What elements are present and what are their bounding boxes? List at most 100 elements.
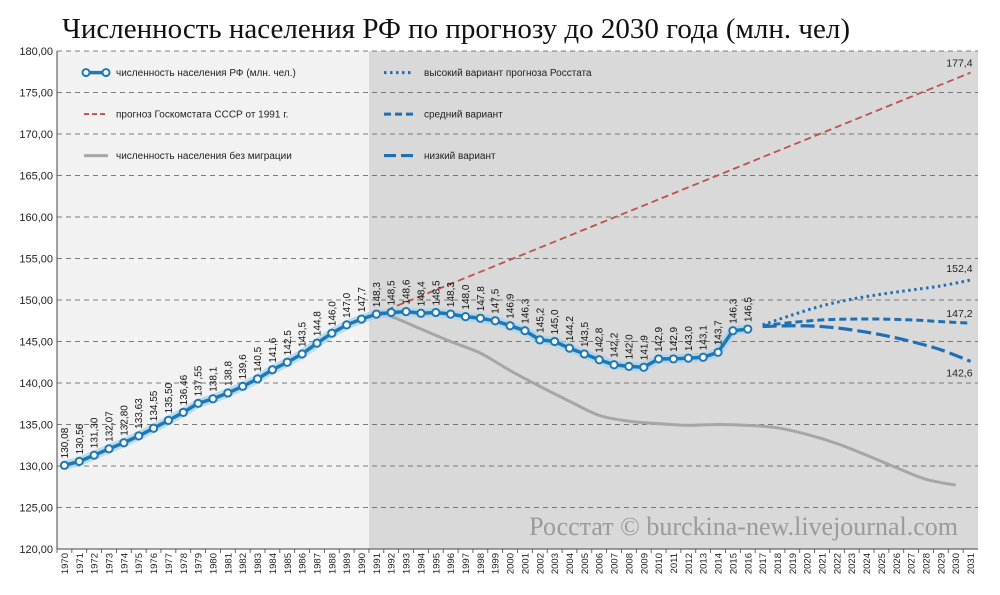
x-tick-label: 1997 xyxy=(461,553,472,574)
data-label: 134,55 xyxy=(149,390,160,421)
data-label: 140,5 xyxy=(253,346,264,371)
x-tick-label: 2028 xyxy=(922,553,933,574)
main-series-point xyxy=(342,320,352,330)
main-series-point xyxy=(654,354,664,364)
data-label: 138,1 xyxy=(208,366,219,391)
main-series-point xyxy=(208,394,218,404)
x-tick-label: 2001 xyxy=(520,553,531,574)
high-variant-line xyxy=(762,278,971,327)
x-tick-label: 1975 xyxy=(134,553,145,574)
data-label: 142,8 xyxy=(595,327,606,352)
x-tick-label: 2009 xyxy=(639,553,650,574)
gridlines xyxy=(57,50,978,550)
x-tick-label: 1976 xyxy=(149,553,160,574)
data-label: 145,2 xyxy=(535,307,546,332)
main-series-point xyxy=(624,361,634,371)
x-tick-label: 2007 xyxy=(610,553,621,574)
x-tick-label: 1995 xyxy=(431,553,442,574)
main-series-point xyxy=(148,423,159,433)
data-label: 144,2 xyxy=(565,316,576,341)
main-series-point xyxy=(386,307,396,318)
data-labels: 130,08 130,56 131,30 132,07 132,80 133,63 134,… xyxy=(60,58,973,459)
x-tick-label: 1987 xyxy=(312,553,323,574)
y-tick-label: 175,00 xyxy=(19,88,53,100)
data-label: 135,50 xyxy=(164,382,175,413)
legend-label: низкий вариант xyxy=(424,151,496,162)
data-label: 142,9 xyxy=(669,326,680,351)
x-tick-label: 1973 xyxy=(104,553,115,574)
y-tick-label: 180,00 xyxy=(19,46,53,58)
main-series-point xyxy=(401,307,411,317)
end-label-high: 152,4 xyxy=(946,263,972,275)
x-tick-label: 2026 xyxy=(892,553,903,574)
x-tick-label: 2006 xyxy=(595,553,606,574)
data-label: 141,9 xyxy=(639,335,650,360)
x-tick-label: 2030 xyxy=(951,553,962,574)
x-tick-label: 2029 xyxy=(936,553,947,574)
x-tick-label: 2018 xyxy=(773,553,784,574)
main-series-point xyxy=(683,353,693,363)
main-series-point xyxy=(178,407,188,417)
data-label: 130,08 xyxy=(60,427,71,458)
x-tick-label: 2023 xyxy=(847,553,858,574)
x-tick-label: 1993 xyxy=(402,553,413,574)
main-series-point xyxy=(104,444,114,454)
legend-label: средний вариант xyxy=(424,110,503,121)
data-label: 147,5 xyxy=(491,288,502,313)
data-label: 146,3 xyxy=(728,298,739,323)
x-tick-label: 2025 xyxy=(877,553,888,574)
main-series-point xyxy=(327,328,337,338)
main-series-point xyxy=(505,321,515,331)
main-series-point xyxy=(460,312,471,322)
x-tick-label: 2016 xyxy=(743,553,754,574)
x-tick-label: 2010 xyxy=(654,553,665,574)
main-series-point xyxy=(431,307,441,318)
x-tick-label: 1990 xyxy=(357,553,368,574)
main-series-point xyxy=(252,374,263,384)
main-series-point xyxy=(312,338,322,348)
main-series-point xyxy=(163,415,174,425)
y-axis: 120,00 125,00 130,00 135,00 140,00 145,00 150,… xyxy=(19,46,978,556)
data-label: 142,0 xyxy=(624,334,635,359)
x-tick-label: 1971 xyxy=(75,553,86,574)
data-label: 136,46 xyxy=(179,374,190,405)
main-series-point xyxy=(371,309,381,319)
legend-label: численность населения без миграции xyxy=(116,150,292,162)
main-series-point xyxy=(193,398,203,408)
main-series-point xyxy=(223,388,233,398)
data-label: 146,0 xyxy=(327,301,338,326)
data-label: 138,8 xyxy=(223,360,234,385)
y-tick-label: 155,00 xyxy=(19,254,53,266)
data-label: 142,5 xyxy=(283,330,294,355)
x-tick-label: 1988 xyxy=(327,553,338,574)
x-tick-label: 2012 xyxy=(684,553,695,574)
data-label: 130,56 xyxy=(75,423,86,454)
data-label: 131,30 xyxy=(90,417,101,448)
data-label: 146,9 xyxy=(506,293,517,318)
legend-label: численность населения РФ (млн. чел.) xyxy=(116,68,296,79)
gosstat-forecast-line xyxy=(376,71,971,315)
main-series-point xyxy=(297,349,307,359)
main-series-point xyxy=(668,354,679,364)
data-label: 142,2 xyxy=(610,332,621,357)
x-tick-label: 2015 xyxy=(728,553,739,574)
data-label: 139,6 xyxy=(238,354,249,379)
x-tick-label: 1992 xyxy=(387,553,398,574)
chart-title: Численность населения РФ по прогнозу до … xyxy=(62,13,850,45)
legend-marker xyxy=(81,68,91,78)
no-migration-line xyxy=(376,312,957,487)
main-series-point xyxy=(639,362,649,372)
data-label: 146,3 xyxy=(520,298,531,323)
main-series-point xyxy=(550,336,560,347)
x-tick-label: 1974 xyxy=(119,553,130,574)
data-label: 137,55 xyxy=(194,365,205,396)
data-label: 148,3 xyxy=(372,282,383,307)
y-tick-label: 135,00 xyxy=(19,420,53,432)
x-tick-label: 2021 xyxy=(818,553,829,574)
x-tick-label: 2005 xyxy=(580,553,591,574)
x-tick-label: 1982 xyxy=(238,553,249,574)
main-series-point xyxy=(267,365,277,375)
legend-label: прогноз Госкомстата СССР от 1991 г. xyxy=(116,110,288,121)
x-tick-label: 2014 xyxy=(714,553,725,574)
